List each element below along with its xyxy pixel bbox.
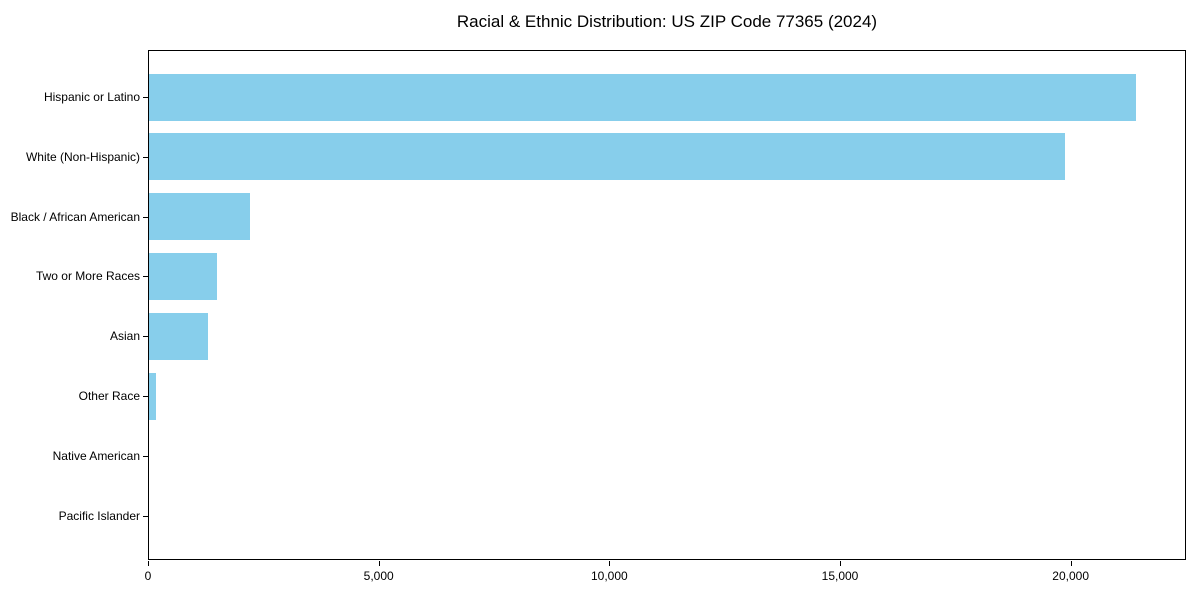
y-label-other-race: Other Race xyxy=(78,389,140,403)
x-tick xyxy=(1070,561,1072,566)
y-tick xyxy=(143,216,148,218)
y-label-pacific-islander: Pacific Islander xyxy=(58,508,140,523)
y-label-white-non-hispanic: White (Non-Hispanic) xyxy=(25,149,140,164)
x-tick-label-15-000: 15,000 xyxy=(821,569,859,583)
bar-other-race xyxy=(149,372,157,420)
y-label-black-african-american: Black / African American xyxy=(10,209,140,224)
bar-black-african-american xyxy=(149,193,251,241)
x-tick-label-0: 0 xyxy=(144,569,152,583)
y-tick xyxy=(143,156,148,158)
x-tick xyxy=(609,561,611,566)
chart-title: Racial & Ethnic Distribution: US ZIP Cod… xyxy=(456,12,878,31)
bar-asian xyxy=(149,312,209,360)
x-tick-label-20-000: 20,000 xyxy=(1052,569,1089,583)
bar-hispanic-or-latino xyxy=(149,73,1137,121)
y-tick xyxy=(143,455,148,457)
y-tick xyxy=(143,515,148,517)
y-label-two-or-more-races: Two or More Races xyxy=(35,269,140,284)
bar-two-or-more-races xyxy=(149,252,217,300)
y-tick xyxy=(143,276,148,278)
x-tick xyxy=(378,561,380,566)
y-label-native-american: Native American xyxy=(52,448,140,463)
x-tick xyxy=(148,561,149,566)
plot-area xyxy=(148,50,1186,560)
x-tick-label-5-000: 5,000 xyxy=(363,569,394,583)
x-tick xyxy=(840,561,841,566)
x-tick-label-10-000: 10,000 xyxy=(590,569,628,583)
y-tick xyxy=(143,97,148,98)
y-tick xyxy=(143,396,148,397)
y-label-asian: Asian xyxy=(109,329,140,344)
y-tick xyxy=(143,336,148,338)
bar-white-non-hispanic xyxy=(149,133,1066,181)
y-label-hispanic-or-latino: Hispanic or Latino xyxy=(43,90,140,104)
